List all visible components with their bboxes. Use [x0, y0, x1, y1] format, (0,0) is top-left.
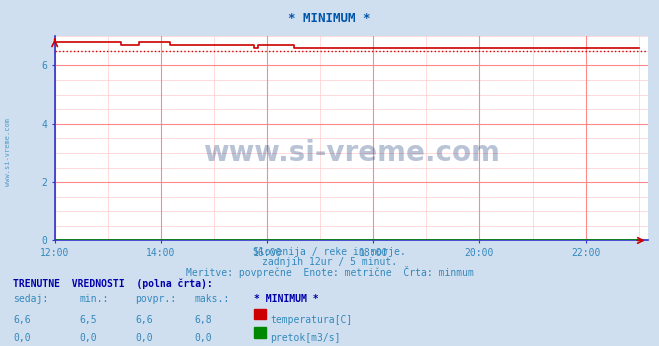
Text: 6,8: 6,8	[194, 315, 212, 325]
Text: sedaj:: sedaj:	[13, 294, 48, 304]
Text: www.si-vreme.com: www.si-vreme.com	[5, 118, 11, 186]
Text: min.:: min.:	[79, 294, 109, 304]
Text: maks.:: maks.:	[194, 294, 229, 304]
Text: * MINIMUM *: * MINIMUM *	[288, 12, 371, 25]
Text: povpr.:: povpr.:	[135, 294, 176, 304]
Text: temperatura[C]: temperatura[C]	[270, 315, 353, 325]
Text: 0,0: 0,0	[135, 333, 153, 343]
Text: zadnjih 12ur / 5 minut.: zadnjih 12ur / 5 minut.	[262, 257, 397, 267]
Text: 6,6: 6,6	[13, 315, 31, 325]
Text: * MINIMUM *: * MINIMUM *	[254, 294, 318, 304]
Text: 6,5: 6,5	[79, 315, 97, 325]
Text: 6,6: 6,6	[135, 315, 153, 325]
Text: pretok[m3/s]: pretok[m3/s]	[270, 333, 341, 343]
Text: Slovenija / reke in morje.: Slovenija / reke in morje.	[253, 247, 406, 257]
Text: Meritve: povprečne  Enote: metrične  Črta: minmum: Meritve: povprečne Enote: metrične Črta:…	[186, 266, 473, 278]
Text: 0,0: 0,0	[194, 333, 212, 343]
Text: www.si-vreme.com: www.si-vreme.com	[203, 139, 500, 167]
Text: 0,0: 0,0	[13, 333, 31, 343]
Text: 0,0: 0,0	[79, 333, 97, 343]
Text: TRENUTNE  VREDNOSTI  (polna črta):: TRENUTNE VREDNOSTI (polna črta):	[13, 279, 213, 289]
